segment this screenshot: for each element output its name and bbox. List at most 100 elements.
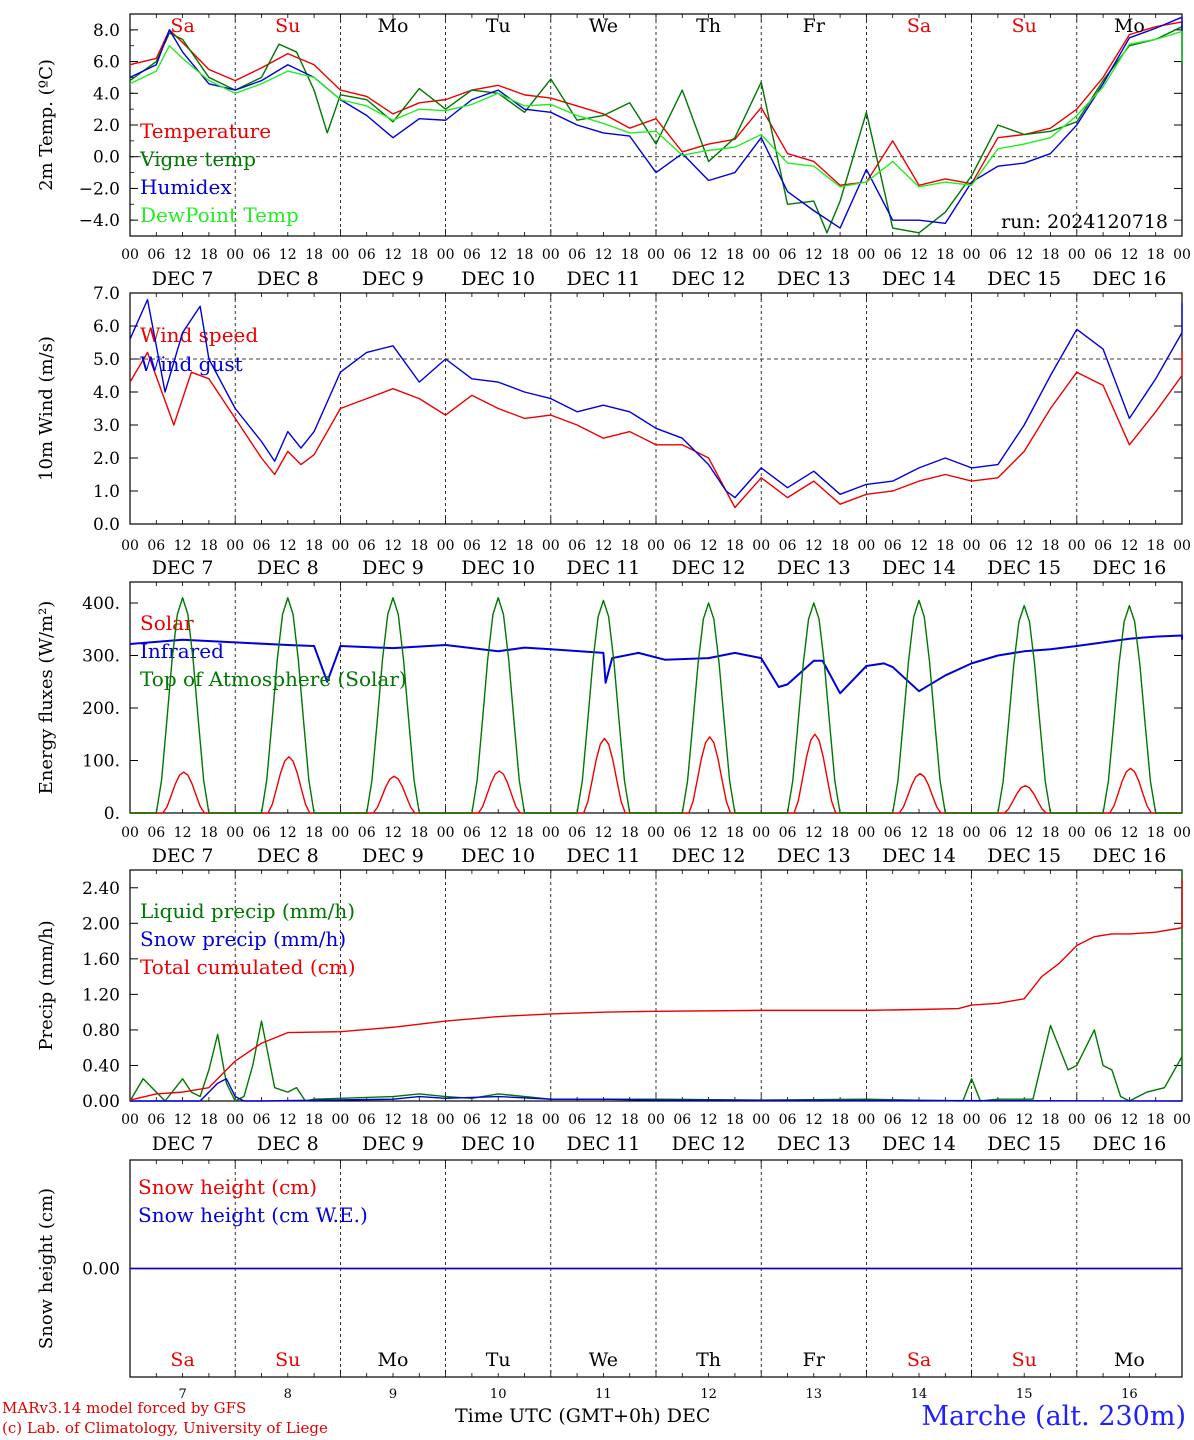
series-line-top-of-atmosphere-solar- <box>130 597 1182 814</box>
date-label: DEC 13 <box>777 1133 851 1155</box>
model-credit: MARv3.14 model forced by GFS <box>2 1399 247 1417</box>
hour-tick-label: 12 <box>594 538 612 554</box>
hour-tick-label: 18 <box>621 1112 639 1128</box>
hour-tick-label: 12 <box>805 825 823 841</box>
hour-tick-label: 00 <box>857 825 875 841</box>
hour-tick-label: 00 <box>857 247 875 263</box>
hour-tick-label: 12 <box>174 825 192 841</box>
date-label: DEC 8 <box>257 1133 319 1155</box>
y-tick-label: 2.40 <box>82 879 120 899</box>
hour-tick-label: 12 <box>1015 247 1033 263</box>
hour-tick-label: 06 <box>463 825 481 841</box>
date-label: DEC 7 <box>152 557 214 579</box>
date-label: DEC 7 <box>152 845 214 867</box>
weekday-label: Mo <box>378 15 409 37</box>
hour-tick-label: 18 <box>305 247 323 263</box>
hour-tick-label: 06 <box>568 247 586 263</box>
date-label: DEC 13 <box>777 268 851 290</box>
hour-tick-label: 00 <box>752 1112 770 1128</box>
hour-tick-label: 12 <box>279 247 297 263</box>
y-tick-label: 1.0 <box>93 482 120 502</box>
hour-tick-label: 18 <box>726 247 744 263</box>
date-label: DEC 9 <box>362 1133 424 1155</box>
date-label: DEC 9 <box>362 557 424 579</box>
date-label: DEC 10 <box>461 268 535 290</box>
date-label: DEC 11 <box>566 557 640 579</box>
date-label: DEC 14 <box>882 268 956 290</box>
hour-tick-label: 12 <box>910 538 928 554</box>
weekday-label: We <box>589 15 618 37</box>
series-line-liquid-precip-mm-h- <box>129 869 1183 1102</box>
hour-tick-label: 18 <box>200 1112 218 1128</box>
hour-tick-label: 06 <box>253 538 271 554</box>
date-label: DEC 8 <box>257 557 319 579</box>
y-tick-label: 6.0 <box>93 317 120 337</box>
hour-tick-label: 06 <box>463 1112 481 1128</box>
y-tick-label: 1.20 <box>82 985 120 1005</box>
hour-tick-label: 00 <box>437 1112 455 1128</box>
day-number-label: 16 <box>1121 1387 1138 1402</box>
hour-tick-label: 00 <box>226 247 244 263</box>
hour-tick-label: 18 <box>410 538 428 554</box>
legend-entry: Humidex <box>140 175 232 199</box>
hour-tick-label: 18 <box>410 1112 428 1128</box>
hour-tick-label: 06 <box>884 825 902 841</box>
date-label: DEC 8 <box>257 845 319 867</box>
hour-tick-label: 06 <box>147 825 165 841</box>
hour-tick-label: 12 <box>910 825 928 841</box>
hour-tick-label: 00 <box>752 247 770 263</box>
hour-tick-label: 06 <box>147 247 165 263</box>
hour-tick-label: 12 <box>279 1112 297 1128</box>
hour-tick-label: 06 <box>1094 825 1112 841</box>
hour-tick-label: 12 <box>805 538 823 554</box>
day-number-label: 8 <box>284 1387 292 1402</box>
hour-tick-label: 06 <box>568 825 586 841</box>
weekday-label: Su <box>275 15 300 37</box>
run-annotation: run: 2024120718 <box>1001 211 1168 233</box>
hour-tick-label: 00 <box>121 538 139 554</box>
series-line-wind-gust <box>129 298 1183 499</box>
hour-tick-label: 06 <box>358 1112 376 1128</box>
hour-tick-label: 00 <box>1068 538 1086 554</box>
legend-entry: Vigne temp <box>139 147 256 171</box>
date-label: DEC 10 <box>461 557 535 579</box>
hour-tick-label: 00 <box>1173 825 1191 841</box>
date-label: DEC 15 <box>987 557 1061 579</box>
hour-tick-label: 06 <box>253 247 271 263</box>
date-label: DEC 15 <box>987 268 1061 290</box>
day-number-label: 7 <box>178 1387 186 1402</box>
day-number-label: 12 <box>700 1387 717 1402</box>
y-tick-label: 4.0 <box>93 383 120 403</box>
hour-tick-label: 06 <box>884 538 902 554</box>
hour-tick-label: 06 <box>1094 1112 1112 1128</box>
y-tick-label: 7.0 <box>93 284 120 304</box>
y-tick-label: 2.0 <box>93 449 120 469</box>
hour-tick-label: 00 <box>437 825 455 841</box>
hour-tick-label: 12 <box>384 1112 402 1128</box>
date-label: DEC 13 <box>777 845 851 867</box>
hour-tick-label: 18 <box>1042 825 1060 841</box>
hour-tick-label: 00 <box>542 538 560 554</box>
hour-tick-label: 00 <box>857 538 875 554</box>
hour-tick-label: 06 <box>779 1112 797 1128</box>
date-label: DEC 12 <box>672 845 746 867</box>
hour-tick-label: 00 <box>1068 247 1086 263</box>
hour-tick-label: 12 <box>174 1112 192 1128</box>
weekday-label: Mo <box>1114 1349 1145 1371</box>
date-label: DEC 14 <box>882 557 956 579</box>
y-tick-label: 0.0 <box>93 148 120 168</box>
legend-entry: Snow precip (mm/h) <box>140 927 346 951</box>
weekday-label: Mo <box>378 1349 409 1371</box>
hour-tick-label: 00 <box>857 1112 875 1128</box>
hour-tick-label: 00 <box>1173 1112 1191 1128</box>
hour-tick-label: 18 <box>726 1112 744 1128</box>
hour-tick-label: 00 <box>647 1112 665 1128</box>
hour-tick-label: 12 <box>594 247 612 263</box>
hour-tick-label: 06 <box>779 247 797 263</box>
y-tick-label: 0.0 <box>93 515 120 535</box>
hour-tick-label: 00 <box>647 825 665 841</box>
hour-tick-label: 18 <box>200 247 218 263</box>
hour-tick-label: 06 <box>1094 538 1112 554</box>
hour-tick-label: 06 <box>989 538 1007 554</box>
